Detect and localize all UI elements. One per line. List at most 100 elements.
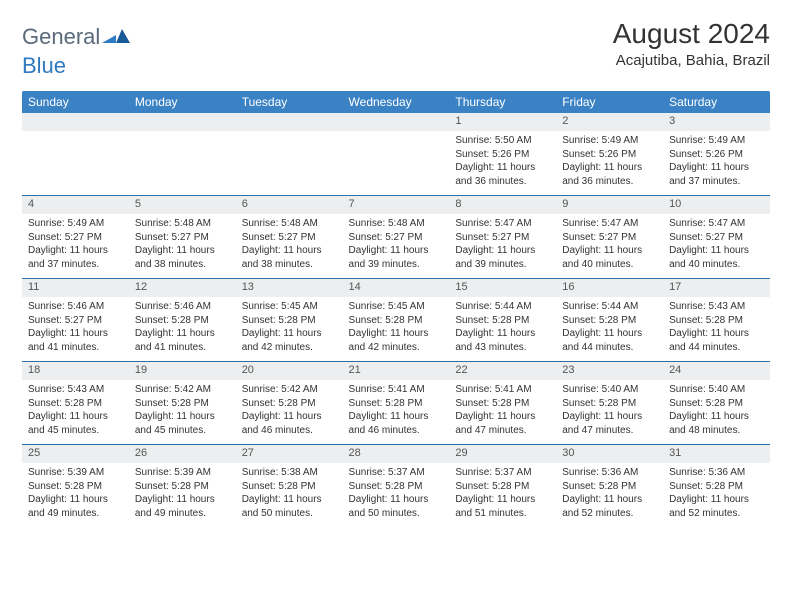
daylight-text: Daylight: 11 hours and 44 minutes. [669, 327, 764, 354]
daylight-text: Daylight: 11 hours and 47 minutes. [562, 410, 657, 437]
day-body: Sunrise: 5:48 AMSunset: 5:27 PMDaylight:… [236, 214, 343, 278]
day-number: 16 [556, 279, 663, 297]
day-body: Sunrise: 5:38 AMSunset: 5:28 PMDaylight:… [236, 463, 343, 527]
day-number: 26 [129, 445, 236, 463]
sunset-text: Sunset: 5:28 PM [242, 314, 337, 328]
weekday-header: Tuesday [236, 91, 343, 113]
sunrise-text: Sunrise: 5:47 AM [562, 217, 657, 231]
day-body: Sunrise: 5:36 AMSunset: 5:28 PMDaylight:… [663, 463, 770, 527]
calendar-day-cell: 6Sunrise: 5:48 AMSunset: 5:27 PMDaylight… [236, 196, 343, 279]
day-body: Sunrise: 5:37 AMSunset: 5:28 PMDaylight:… [449, 463, 556, 527]
calendar-day-cell: 17Sunrise: 5:43 AMSunset: 5:28 PMDayligh… [663, 279, 770, 362]
daylight-text: Daylight: 11 hours and 43 minutes. [455, 327, 550, 354]
calendar-table: SundayMondayTuesdayWednesdayThursdayFrid… [22, 91, 770, 527]
daylight-text: Daylight: 11 hours and 42 minutes. [242, 327, 337, 354]
day-body: Sunrise: 5:42 AMSunset: 5:28 PMDaylight:… [236, 380, 343, 444]
day-number: 18 [22, 362, 129, 380]
title-block: August 2024 Acajutiba, Bahia, Brazil [613, 18, 770, 69]
sunset-text: Sunset: 5:27 PM [28, 314, 123, 328]
sunrise-text: Sunrise: 5:50 AM [455, 134, 550, 148]
calendar-day-cell: 25Sunrise: 5:39 AMSunset: 5:28 PMDayligh… [22, 445, 129, 528]
day-number: 29 [449, 445, 556, 463]
sunrise-text: Sunrise: 5:38 AM [242, 466, 337, 480]
day-number: 20 [236, 362, 343, 380]
calendar-day-cell [22, 113, 129, 196]
day-body: Sunrise: 5:46 AMSunset: 5:27 PMDaylight:… [22, 297, 129, 361]
day-number: 17 [663, 279, 770, 297]
day-number: 15 [449, 279, 556, 297]
daylight-text: Daylight: 11 hours and 37 minutes. [669, 161, 764, 188]
sunset-text: Sunset: 5:28 PM [669, 314, 764, 328]
day-body: Sunrise: 5:40 AMSunset: 5:28 PMDaylight:… [556, 380, 663, 444]
daylight-text: Daylight: 11 hours and 52 minutes. [669, 493, 764, 520]
calendar-week-row: 4Sunrise: 5:49 AMSunset: 5:27 PMDaylight… [22, 196, 770, 279]
day-number: 30 [556, 445, 663, 463]
day-body: Sunrise: 5:40 AMSunset: 5:28 PMDaylight:… [663, 380, 770, 444]
calendar-day-cell: 9Sunrise: 5:47 AMSunset: 5:27 PMDaylight… [556, 196, 663, 279]
sunrise-text: Sunrise: 5:40 AM [562, 383, 657, 397]
sunrise-text: Sunrise: 5:43 AM [28, 383, 123, 397]
sunset-text: Sunset: 5:27 PM [455, 231, 550, 245]
daylight-text: Daylight: 11 hours and 39 minutes. [349, 244, 444, 271]
calendar-week-row: 11Sunrise: 5:46 AMSunset: 5:27 PMDayligh… [22, 279, 770, 362]
sunset-text: Sunset: 5:28 PM [28, 397, 123, 411]
calendar-day-cell: 8Sunrise: 5:47 AMSunset: 5:27 PMDaylight… [449, 196, 556, 279]
day-number: 6 [236, 196, 343, 214]
day-body: Sunrise: 5:36 AMSunset: 5:28 PMDaylight:… [556, 463, 663, 527]
sunrise-text: Sunrise: 5:45 AM [242, 300, 337, 314]
calendar-day-cell: 18Sunrise: 5:43 AMSunset: 5:28 PMDayligh… [22, 362, 129, 445]
day-number: 13 [236, 279, 343, 297]
day-number: 31 [663, 445, 770, 463]
daylight-text: Daylight: 11 hours and 51 minutes. [455, 493, 550, 520]
calendar-day-cell: 15Sunrise: 5:44 AMSunset: 5:28 PMDayligh… [449, 279, 556, 362]
day-body: Sunrise: 5:43 AMSunset: 5:28 PMDaylight:… [663, 297, 770, 361]
day-number: 7 [343, 196, 450, 214]
sunset-text: Sunset: 5:28 PM [349, 397, 444, 411]
sunrise-text: Sunrise: 5:44 AM [562, 300, 657, 314]
day-body: Sunrise: 5:45 AMSunset: 5:28 PMDaylight:… [343, 297, 450, 361]
day-body: Sunrise: 5:41 AMSunset: 5:28 PMDaylight:… [343, 380, 450, 444]
sunset-text: Sunset: 5:28 PM [669, 480, 764, 494]
sunset-text: Sunset: 5:28 PM [455, 397, 550, 411]
day-number: 19 [129, 362, 236, 380]
daylight-text: Daylight: 11 hours and 40 minutes. [562, 244, 657, 271]
daylight-text: Daylight: 11 hours and 37 minutes. [28, 244, 123, 271]
day-number: 24 [663, 362, 770, 380]
day-body: Sunrise: 5:49 AMSunset: 5:26 PMDaylight:… [556, 131, 663, 195]
sunset-text: Sunset: 5:26 PM [562, 148, 657, 162]
day-number: 1 [449, 113, 556, 131]
calendar-day-cell: 24Sunrise: 5:40 AMSunset: 5:28 PMDayligh… [663, 362, 770, 445]
day-number: 4 [22, 196, 129, 214]
calendar-day-cell: 28Sunrise: 5:37 AMSunset: 5:28 PMDayligh… [343, 445, 450, 528]
calendar-day-cell: 19Sunrise: 5:42 AMSunset: 5:28 PMDayligh… [129, 362, 236, 445]
sunrise-text: Sunrise: 5:41 AM [349, 383, 444, 397]
calendar-head: SundayMondayTuesdayWednesdayThursdayFrid… [22, 91, 770, 113]
sunrise-text: Sunrise: 5:48 AM [242, 217, 337, 231]
sunset-text: Sunset: 5:28 PM [349, 314, 444, 328]
day-number: 9 [556, 196, 663, 214]
sunrise-text: Sunrise: 5:47 AM [669, 217, 764, 231]
sunrise-text: Sunrise: 5:48 AM [135, 217, 230, 231]
sunrise-text: Sunrise: 5:49 AM [669, 134, 764, 148]
sunrise-text: Sunrise: 5:45 AM [349, 300, 444, 314]
day-body: Sunrise: 5:47 AMSunset: 5:27 PMDaylight:… [663, 214, 770, 278]
day-body: Sunrise: 5:44 AMSunset: 5:28 PMDaylight:… [449, 297, 556, 361]
calendar-week-row: 1Sunrise: 5:50 AMSunset: 5:26 PMDaylight… [22, 113, 770, 196]
daylight-text: Daylight: 11 hours and 45 minutes. [135, 410, 230, 437]
logo: General [22, 18, 130, 50]
calendar-day-cell: 2Sunrise: 5:49 AMSunset: 5:26 PMDaylight… [556, 113, 663, 196]
calendar-day-cell: 10Sunrise: 5:47 AMSunset: 5:27 PMDayligh… [663, 196, 770, 279]
daylight-text: Daylight: 11 hours and 49 minutes. [135, 493, 230, 520]
calendar-week-row: 25Sunrise: 5:39 AMSunset: 5:28 PMDayligh… [22, 445, 770, 528]
daylight-text: Daylight: 11 hours and 39 minutes. [455, 244, 550, 271]
sunset-text: Sunset: 5:28 PM [455, 480, 550, 494]
sunrise-text: Sunrise: 5:39 AM [28, 466, 123, 480]
day-body: Sunrise: 5:39 AMSunset: 5:28 PMDaylight:… [129, 463, 236, 527]
day-body: Sunrise: 5:50 AMSunset: 5:26 PMDaylight:… [449, 131, 556, 195]
daylight-text: Daylight: 11 hours and 52 minutes. [562, 493, 657, 520]
day-number: 25 [22, 445, 129, 463]
day-number [22, 113, 129, 131]
daylight-text: Daylight: 11 hours and 41 minutes. [28, 327, 123, 354]
day-body: Sunrise: 5:37 AMSunset: 5:28 PMDaylight:… [343, 463, 450, 527]
day-number: 27 [236, 445, 343, 463]
